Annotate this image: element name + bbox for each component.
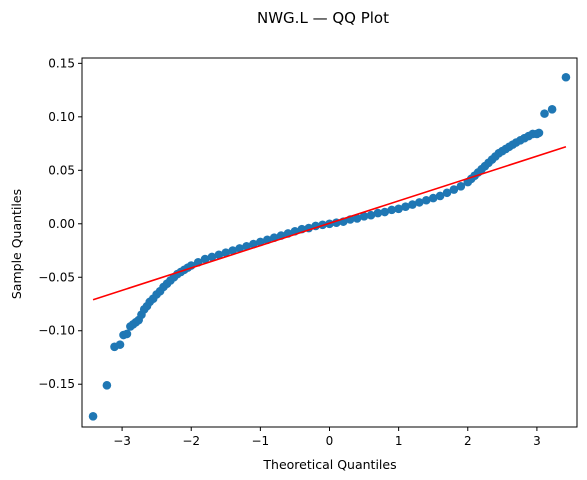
data-point — [428, 193, 438, 203]
data-point — [540, 109, 549, 118]
data-point — [102, 380, 112, 390]
data-point — [534, 128, 544, 138]
data-point — [221, 248, 231, 257]
data-point — [373, 208, 383, 218]
data-point — [408, 200, 417, 209]
x-tick-label: 0 — [326, 434, 334, 448]
data-point — [207, 252, 217, 262]
data-point — [88, 412, 98, 421]
data-point — [366, 210, 376, 220]
plot-frame — [81, 57, 578, 428]
data-point — [235, 244, 244, 253]
data-point — [561, 72, 571, 82]
data-point — [214, 250, 224, 260]
data-point — [242, 241, 251, 251]
data-point — [442, 188, 452, 198]
y-tick-label: 0.00 — [48, 217, 75, 231]
data-point — [435, 191, 445, 201]
data-point — [387, 205, 397, 215]
data-point — [415, 198, 424, 207]
y-tick-label: 0.05 — [48, 163, 75, 177]
data-point — [115, 340, 125, 349]
x-tick-label: 1 — [395, 434, 403, 448]
data-point — [380, 207, 390, 217]
data-point — [449, 185, 459, 194]
y-axis-label: Sample Quantiles — [9, 189, 24, 299]
y-tick-label: 0.10 — [48, 110, 75, 124]
x-tick-label: 3 — [533, 434, 541, 448]
plot-area-group — [88, 72, 571, 421]
x-tick-label: −1 — [252, 434, 270, 448]
y-tick-label: −0.10 — [38, 324, 75, 338]
data-point — [547, 105, 557, 114]
y-tick-label: −0.05 — [38, 270, 75, 284]
data-point — [352, 214, 362, 223]
data-point — [228, 246, 238, 255]
y-tick-label: −0.15 — [38, 377, 75, 391]
chart-title: NWG.L — QQ Plot — [257, 9, 389, 27]
x-tick-label: −3 — [113, 434, 131, 448]
x-tick-label: 2 — [464, 434, 472, 448]
reference-line — [92, 146, 567, 301]
data-point — [359, 212, 369, 221]
data-point — [200, 254, 210, 264]
data-point — [394, 204, 403, 214]
data-point — [249, 239, 258, 249]
data-point — [456, 182, 466, 191]
x-tick-label: −2 — [182, 434, 200, 448]
data-point — [401, 202, 410, 211]
y-tick-label: 0.15 — [48, 56, 75, 70]
data-point — [122, 329, 132, 339]
x-axis-label: Theoretical Quantiles — [262, 457, 396, 472]
data-point — [421, 195, 431, 205]
axes-group: −3 −2 −1 0 1 2 3 −0.15 −0.10 −0.05 0.00 0.05 0.10 0.1… — [38, 56, 578, 448]
